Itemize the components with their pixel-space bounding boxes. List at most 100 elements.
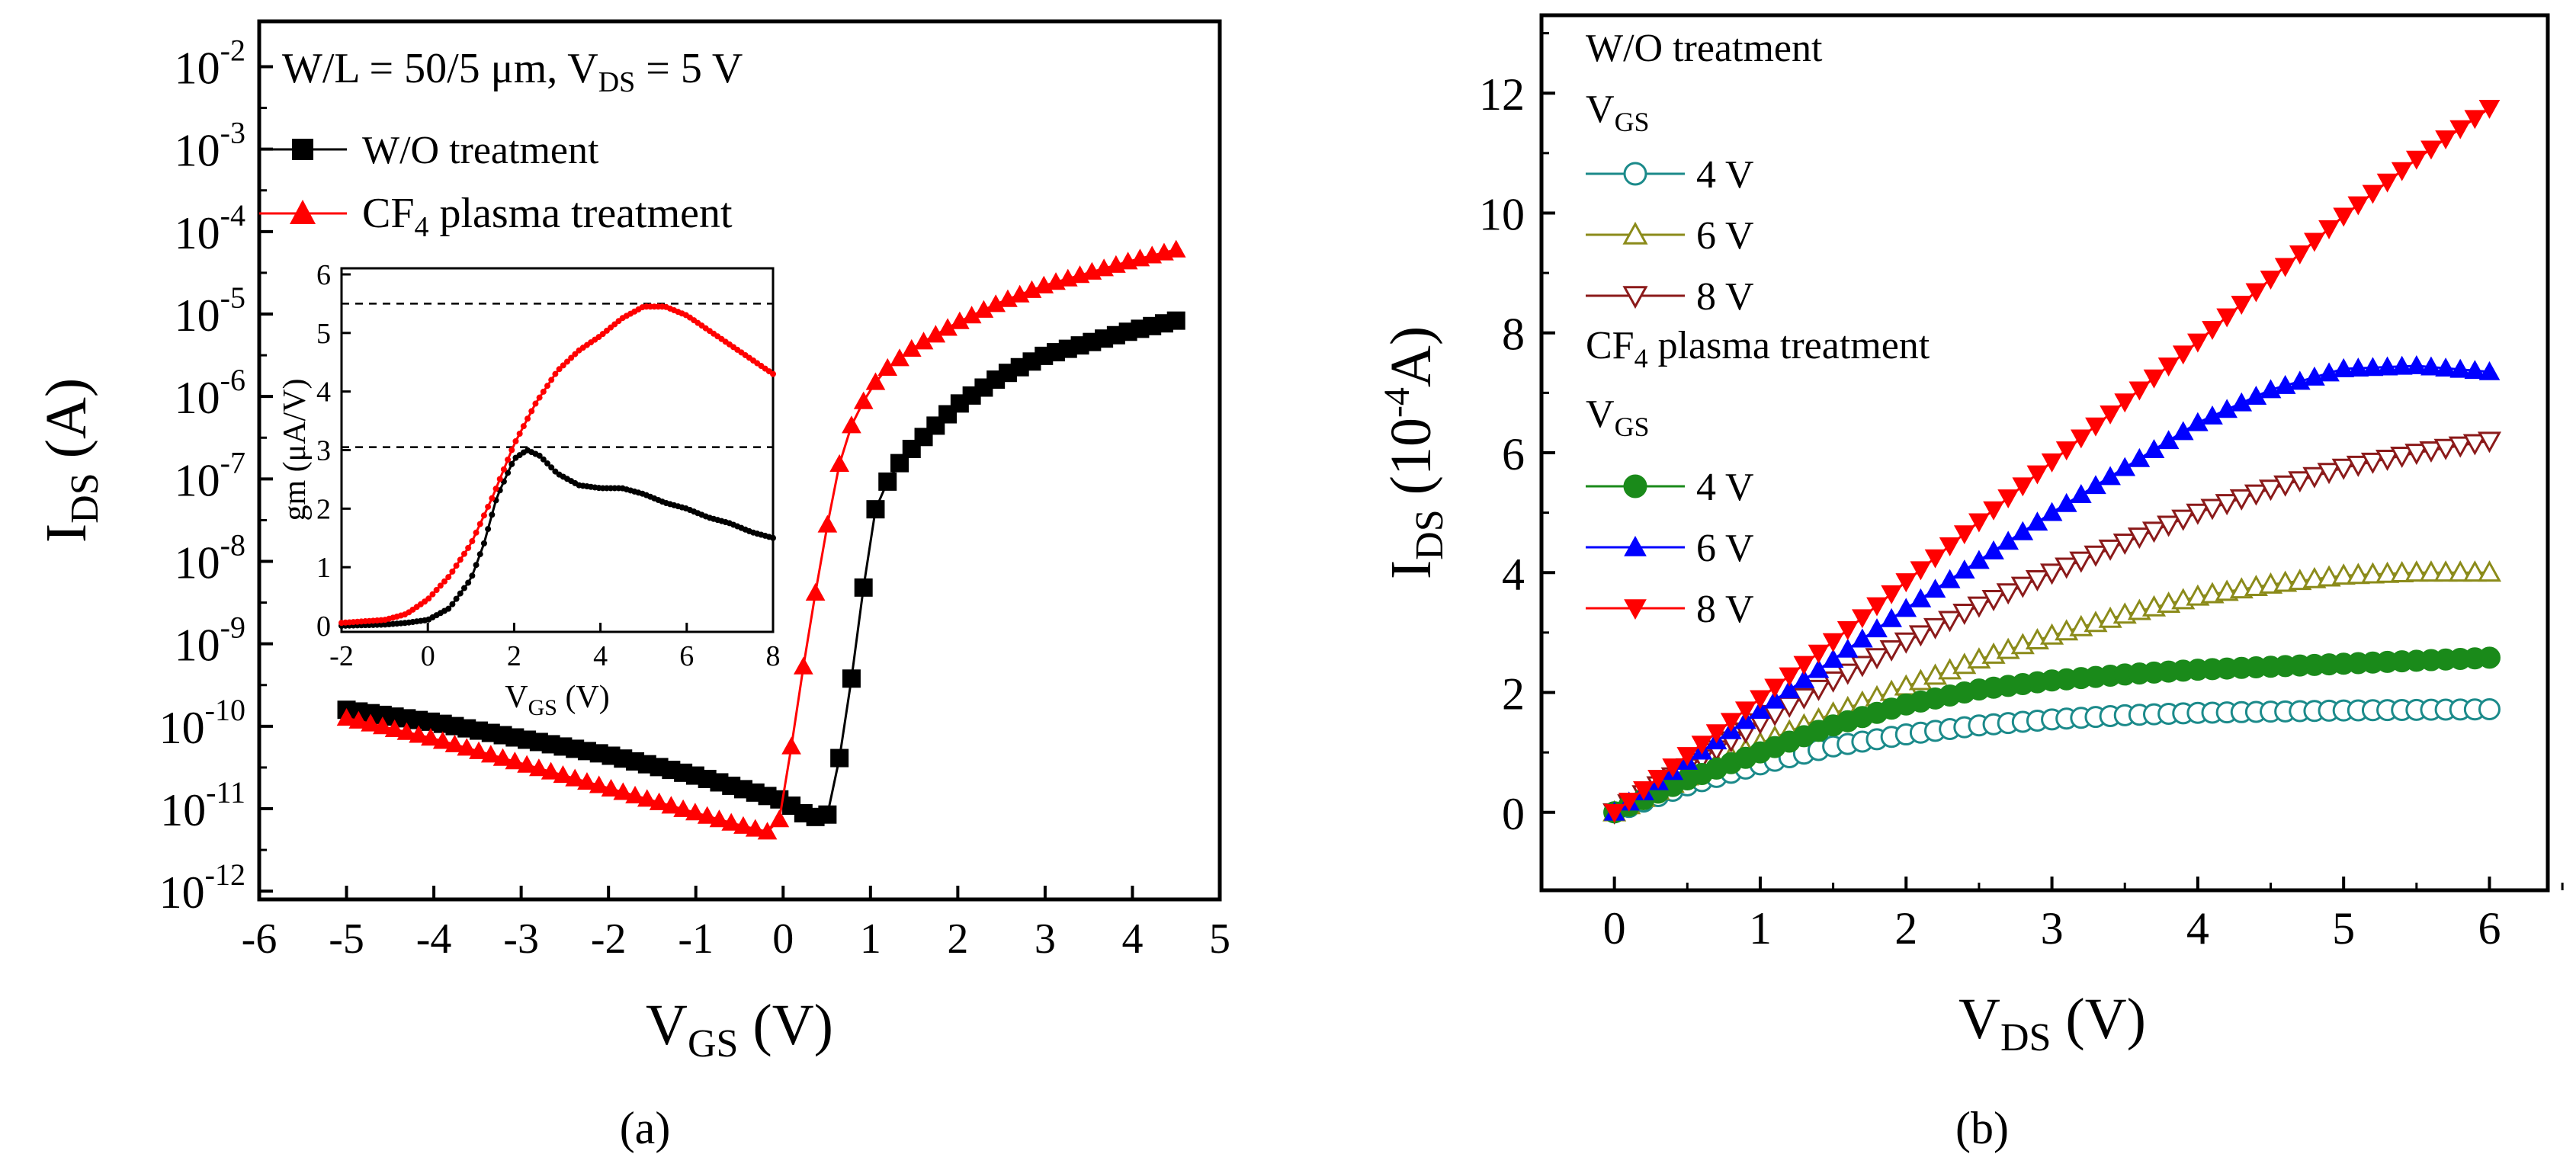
x-tick-label: -2 [591,915,627,963]
x-tick-label: 5 [1209,915,1230,963]
data-point [2231,392,2253,412]
data-point [709,809,730,828]
panel-a: -6 -5 -4 -3 -2 -1 0 1 2 3 4 5 10-1210-1110-1010-910… [34,19,1230,1153]
inset-data-point [560,362,566,369]
legend-heading-cf4: CF4 plasma treatment [1586,324,1930,373]
data-point [1924,579,1946,598]
legend-label-wo: W/O treatment [362,129,599,172]
inset-x-tick-label: 8 [766,640,781,672]
inset-data-point [445,574,452,581]
data-point [661,796,682,814]
data-point [1166,311,1185,330]
data-point [2433,560,2458,582]
x-tick-label: 4 [1121,915,1143,963]
data-point [2172,345,2194,365]
data-point [769,809,790,828]
inset-data-point [525,415,531,422]
data-point [1808,644,1830,664]
legend-marker [1624,535,1647,556]
data-point [2419,441,2443,463]
data-point [553,765,573,784]
inset-data-point [445,605,452,612]
inset-data-point [476,521,483,527]
data-point [2448,560,2472,582]
data-point [2245,283,2267,303]
inset-data-point [480,512,487,519]
y-tick-label: 10-2 [175,33,245,93]
inset-data-point [568,354,575,361]
data-point [2040,563,2064,585]
data-point [1894,632,1918,654]
data-point [2288,471,2312,493]
x-tick-label: -1 [678,915,714,963]
inset-data-point [465,544,472,551]
inset-x-tick-label: -2 [329,640,354,672]
data-point [1879,640,1904,662]
data-point [2404,560,2429,582]
panel-a-y-title: IDS (A) [34,378,107,543]
data-point [2405,150,2427,170]
data-point [2376,561,2400,583]
data-point [2216,308,2238,328]
data-point [2055,441,2077,461]
inset-data-point [457,556,464,563]
data-point [1806,679,1831,701]
data-point [2084,545,2108,567]
x-tick-label: 1 [1749,903,1772,954]
x-tick-label: 4 [2186,903,2209,954]
inset-y-tick-label: 2 [316,493,331,525]
legend-label: 6 V [1696,527,1754,570]
data-point [1734,701,1756,721]
data-point [601,778,621,797]
data-point [1850,656,1875,678]
data-point [2405,354,2427,374]
data-point [2304,232,2325,252]
data-point [793,656,813,675]
data-point [1939,569,1961,588]
data-point [1822,649,1844,668]
data-point [432,731,453,749]
data-point [2376,173,2398,193]
y-tick-label: 10-4 [175,198,245,258]
data-point [853,391,874,409]
inset-data-point [492,486,499,492]
data-point [492,748,513,766]
annotation-sub: DS [598,66,636,98]
y-tick-label: 10-11 [160,775,245,835]
data-point [1793,668,1815,688]
inset-data-point [460,550,467,557]
legend-marker [1623,474,1647,498]
data-point [2245,386,2267,405]
inset-data-point [512,438,519,444]
y-tick-label: 10-6 [175,363,245,423]
data-point [745,819,765,837]
data-point [2085,417,2106,437]
data-point [890,348,909,367]
data-point [2157,515,2181,537]
data-point [2098,539,2122,561]
data-point [2390,447,2414,469]
data-point [1836,663,1860,685]
data-point [805,582,826,601]
data-point [673,799,693,817]
data-point [2391,355,2413,375]
inset-data-point [548,464,555,471]
data-point [2069,551,2093,573]
data-point [1967,596,1991,618]
data-point [865,372,886,390]
panel-a-legend: W/O treatment CF4 plasma treatment [259,129,733,243]
data-point [1866,618,1888,638]
data-point [1996,583,2020,605]
data-point [336,707,357,726]
inset-x-tick-label: 6 [679,640,694,672]
data-point [361,713,380,732]
data-point [2215,494,2239,516]
inset-data-point [548,377,555,383]
inset-data-point [473,529,480,536]
data-point [2478,99,2501,119]
panel-a-x-ticks: -6 -5 -4 -3 -2 -1 0 1 2 3 4 5 [242,886,1230,963]
panel-b-x-ticks: 0 1 2 3 4 5 6 [1603,877,2564,954]
data-point [1750,690,1771,710]
data-point [2141,521,2167,543]
